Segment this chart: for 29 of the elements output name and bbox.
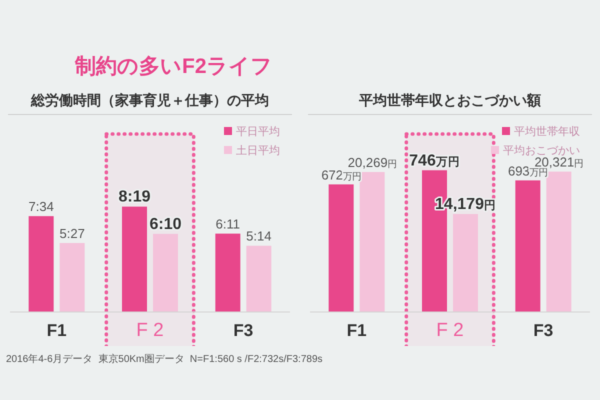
chart-subtitle: 総労働時間（家事育児＋仕事）の平均 bbox=[8, 92, 292, 115]
bar bbox=[122, 206, 147, 312]
bar bbox=[60, 242, 85, 312]
data-label: 7:34 bbox=[28, 199, 54, 214]
x-tick-label: F3 bbox=[233, 321, 254, 340]
bar bbox=[153, 234, 178, 312]
data-label: 672万円 bbox=[321, 167, 362, 182]
data-label: 6:10 bbox=[149, 216, 182, 233]
chart-title: 制約の多いF2ライフ bbox=[75, 54, 273, 80]
data-label: 5:14 bbox=[246, 228, 272, 244]
bar bbox=[215, 234, 240, 312]
legend-label: 平日平均 bbox=[236, 126, 280, 138]
data-label: 20,269円 bbox=[348, 154, 397, 170]
x-tick-label: F 2 bbox=[136, 320, 164, 341]
legend-label: 土日平均 bbox=[236, 145, 280, 157]
x-tick-label: F3 bbox=[533, 321, 554, 340]
legend-label: 平均世帯年収 bbox=[514, 126, 580, 138]
x-tick-label: F 2 bbox=[436, 320, 464, 341]
x-tick-label: F1 bbox=[346, 321, 367, 340]
legend-label: 平均おこづかい bbox=[503, 145, 580, 157]
x-tick-label: F1 bbox=[46, 321, 67, 340]
text: 2016年4-6月データ 東京50Km圏データ N=F1:560 s /F2:732s/F3:789s bbox=[6, 352, 323, 366]
bar bbox=[28, 216, 54, 312]
data-label: 8:19 bbox=[118, 188, 151, 206]
data-label: 746万円 bbox=[409, 152, 460, 170]
bar bbox=[246, 246, 272, 312]
chart-title: 平均世帯年収とおこづかい額 bbox=[308, 92, 592, 115]
data-label: 5:27 bbox=[60, 226, 85, 241]
data-label: 6:11 bbox=[216, 216, 240, 232]
